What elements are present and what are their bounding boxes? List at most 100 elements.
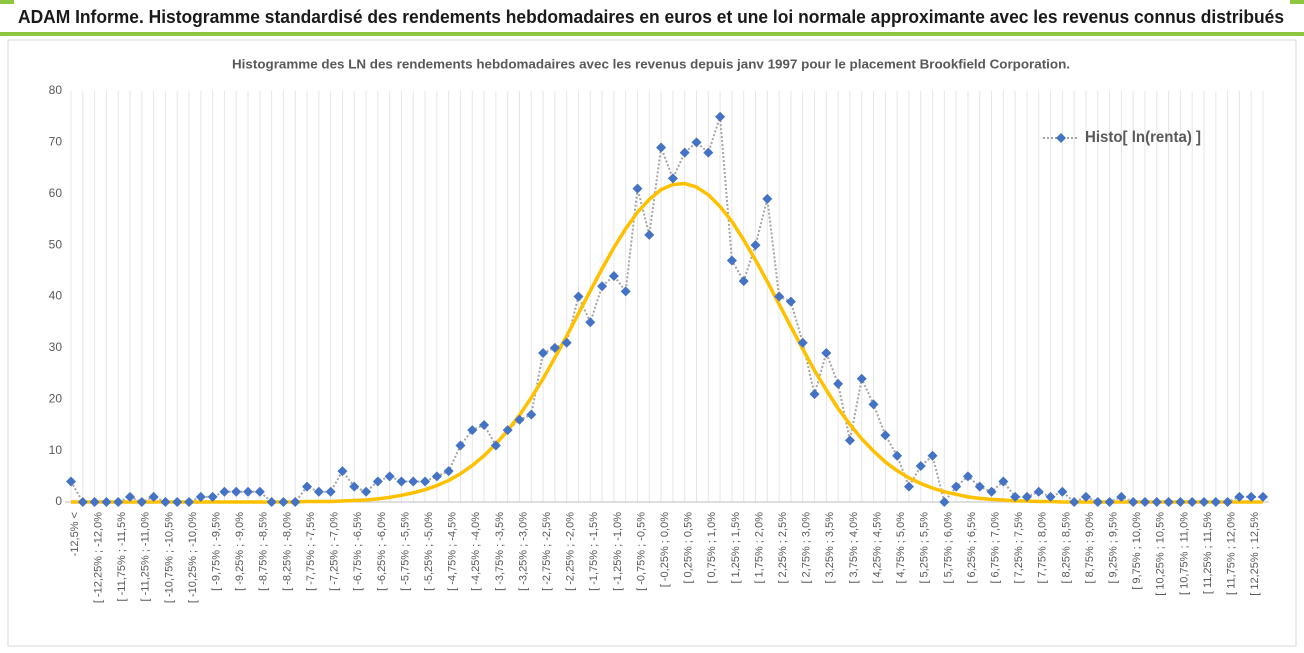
data-point [715,111,726,122]
x-tick-label: [ 10,75% ; 11,0% [1178,512,1190,595]
data-point [125,491,136,502]
data-point [738,276,749,287]
header-accent [0,0,14,4]
data-point [797,337,808,348]
data-point [1045,491,1056,502]
data-point [313,486,324,497]
data-point [408,476,419,487]
data-point [136,497,147,507]
data-point [1222,497,1233,507]
data-point [231,486,242,497]
data-point [514,414,525,425]
x-tick-label: [ -3,25% ; -3,0% [517,512,529,591]
data-point [361,486,372,497]
data-point [160,497,171,507]
x-tick-label: [ -3,75% ; -3,5% [494,512,506,591]
data-point [243,486,254,497]
data-point [278,497,289,507]
x-tick-label: [ -8,75% ; -8,5% [258,512,270,591]
data-point [1069,497,1080,507]
data-point [821,348,832,359]
x-tick-label: [ -1,75% ; -1,5% [588,512,600,591]
x-tick-label: [ 5,25% ; 5,5% [919,512,931,584]
data-point [337,466,348,477]
data-point [420,476,431,487]
x-tick-label: [ -6,25% ; -6,0% [376,512,388,591]
data-point [254,486,265,497]
y-tick-label: 30 [49,340,63,354]
data-point [1210,497,1221,507]
data-point [490,440,501,451]
data-point [1080,491,1091,502]
x-tick-label: [ -4,75% ; -4,5% [447,512,459,591]
data-point [1139,497,1150,507]
data-point [195,491,206,502]
data-point [573,291,584,302]
data-point [1198,497,1209,507]
data-point [927,450,938,461]
data-point [868,399,879,410]
data-point [679,147,690,158]
data-point [986,486,997,497]
data-point [207,491,218,502]
y-tick-label: 70 [49,135,63,149]
x-tick-label: [ 11,75% ; 12,0% [1226,512,1238,595]
data-point [89,497,100,507]
data-point [939,497,950,507]
data-point [1116,491,1127,502]
x-tick-label: [ 2,25% ; 2,5% [777,512,789,584]
x-tick-label: [ -1,25% ; -1,0% [612,512,624,591]
data-point [644,229,655,240]
y-tick-label: 0 [55,494,62,508]
x-tick-label: [ 6,25% ; 6,5% [966,512,978,584]
data-point [833,378,844,389]
data-point [1163,497,1174,507]
x-tick-label: [ -10,25% ; -10,0% [187,512,199,603]
data-point [526,409,537,420]
y-tick-label: 10 [49,443,63,457]
x-tick-label: [ 10,25% ; 10,5% [1155,512,1167,596]
data-point [1246,491,1257,502]
data-point [998,476,1009,487]
data-point [1057,486,1068,497]
y-tick-label: 80 [49,83,63,97]
header-accent [1290,0,1304,4]
data-point [1092,497,1103,507]
data-point [962,471,973,482]
data-point [77,497,88,507]
x-tick-label: [ -4,25% ; -4,0% [470,512,482,591]
data-point [951,481,962,492]
data-point [597,281,608,292]
y-tick-label: 50 [49,237,63,251]
data-point [974,481,985,492]
data-point [703,147,714,158]
data-point [66,476,76,487]
data-point [726,255,737,266]
page-title: ADAM Informe. Histogramme standardisé de… [18,7,1284,27]
data-point [1128,497,1139,507]
x-tick-label: [ -8,25% ; -8,0% [281,512,293,591]
data-point [1151,497,1162,507]
data-point [101,497,112,507]
data-point [148,491,159,502]
data-point [538,348,549,359]
x-tick-label: [ -12,25% ; -12,0% [93,512,105,603]
data-point [467,425,478,436]
data-point [479,419,490,430]
x-tick-label: [ 0,75% ; 1,0% [706,512,718,584]
data-point [1033,486,1044,497]
plot [66,111,1268,507]
chart-frame [7,39,1297,647]
data-point [561,337,572,348]
header-rule [0,32,1304,36]
data-point [856,373,867,384]
data-point [396,476,407,487]
data-point [880,430,891,441]
x-tick-label: [ -6,75% ; -6,5% [352,512,364,591]
grid [65,91,1269,503]
x-tick-label: [ -2,75% ; -2,5% [541,512,553,591]
data-point [172,497,183,507]
data-point [667,173,678,184]
legend-label: Histo[ ln(renta) ] [1085,129,1201,146]
